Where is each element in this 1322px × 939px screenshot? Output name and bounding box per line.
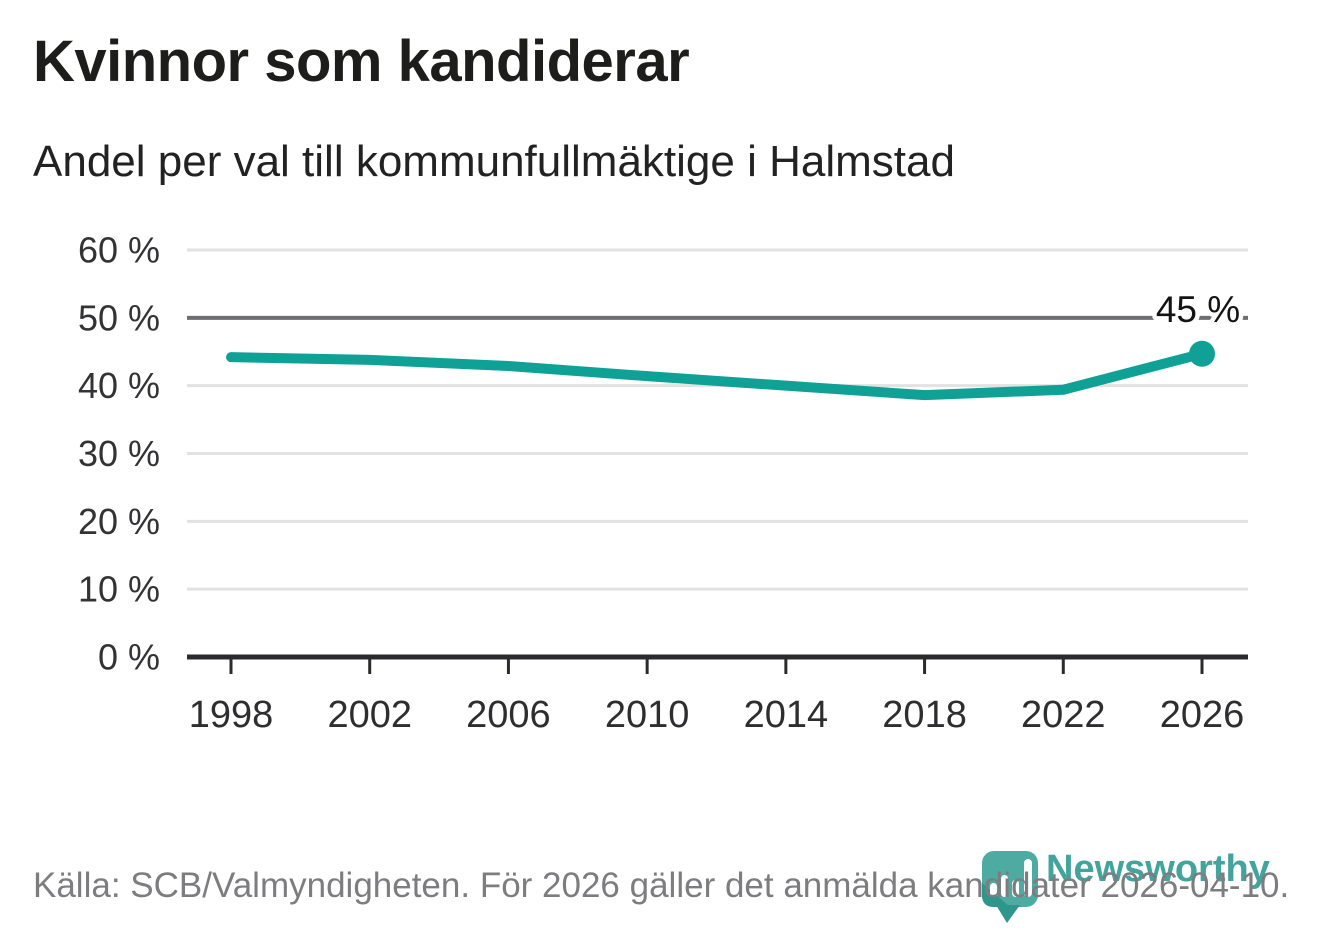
x-axis-tick-label: 2010 — [605, 694, 690, 736]
data-line — [226, 348, 1207, 401]
y-axis-tick-label: 0 % — [98, 637, 160, 678]
y-axis-tick-label: 60 % — [78, 230, 160, 271]
line-chart: 0 % 10 % 20 % 30 % 40 % 50 % 60 % 1998 2002 2006 2… — [78, 230, 1248, 736]
source-note: Källa: SCB/Valmyndigheten. För 2026 gäll… — [33, 866, 1290, 905]
chart-subtitle: Andel per val till kommunfullmäktige i H… — [33, 137, 955, 186]
x-axis-tick-label: 2022 — [1021, 694, 1106, 736]
newsworthy-logo: Newsworthy — [980, 843, 1270, 925]
x-axis-tick-label: 1998 — [189, 694, 274, 736]
y-axis-tick-label: 30 % — [78, 433, 160, 474]
end-point-marker — [1189, 340, 1215, 367]
y-axis-tick-label: 40 % — [78, 365, 160, 406]
x-axis-tick-label: 2018 — [882, 694, 967, 736]
x-axis-tick-label: 2006 — [466, 694, 551, 736]
y-axis-tick-label: 10 % — [78, 569, 160, 610]
x-axis-tick-label: 2002 — [327, 694, 412, 736]
chart-title: Kvinnor som kandiderar — [33, 29, 690, 94]
y-axis-tick-label: 20 % — [78, 501, 160, 542]
newsworthy-wordmark: Newsworthy — [1046, 848, 1270, 890]
y-axis-tick-label: 50 % — [78, 297, 160, 338]
x-axis-tick-label: 2026 — [1160, 694, 1245, 736]
newsworthy-logo-icon — [982, 851, 1038, 923]
x-axis-tick-label: 2014 — [744, 694, 829, 736]
end-value-label: 45 % — [1156, 289, 1240, 330]
